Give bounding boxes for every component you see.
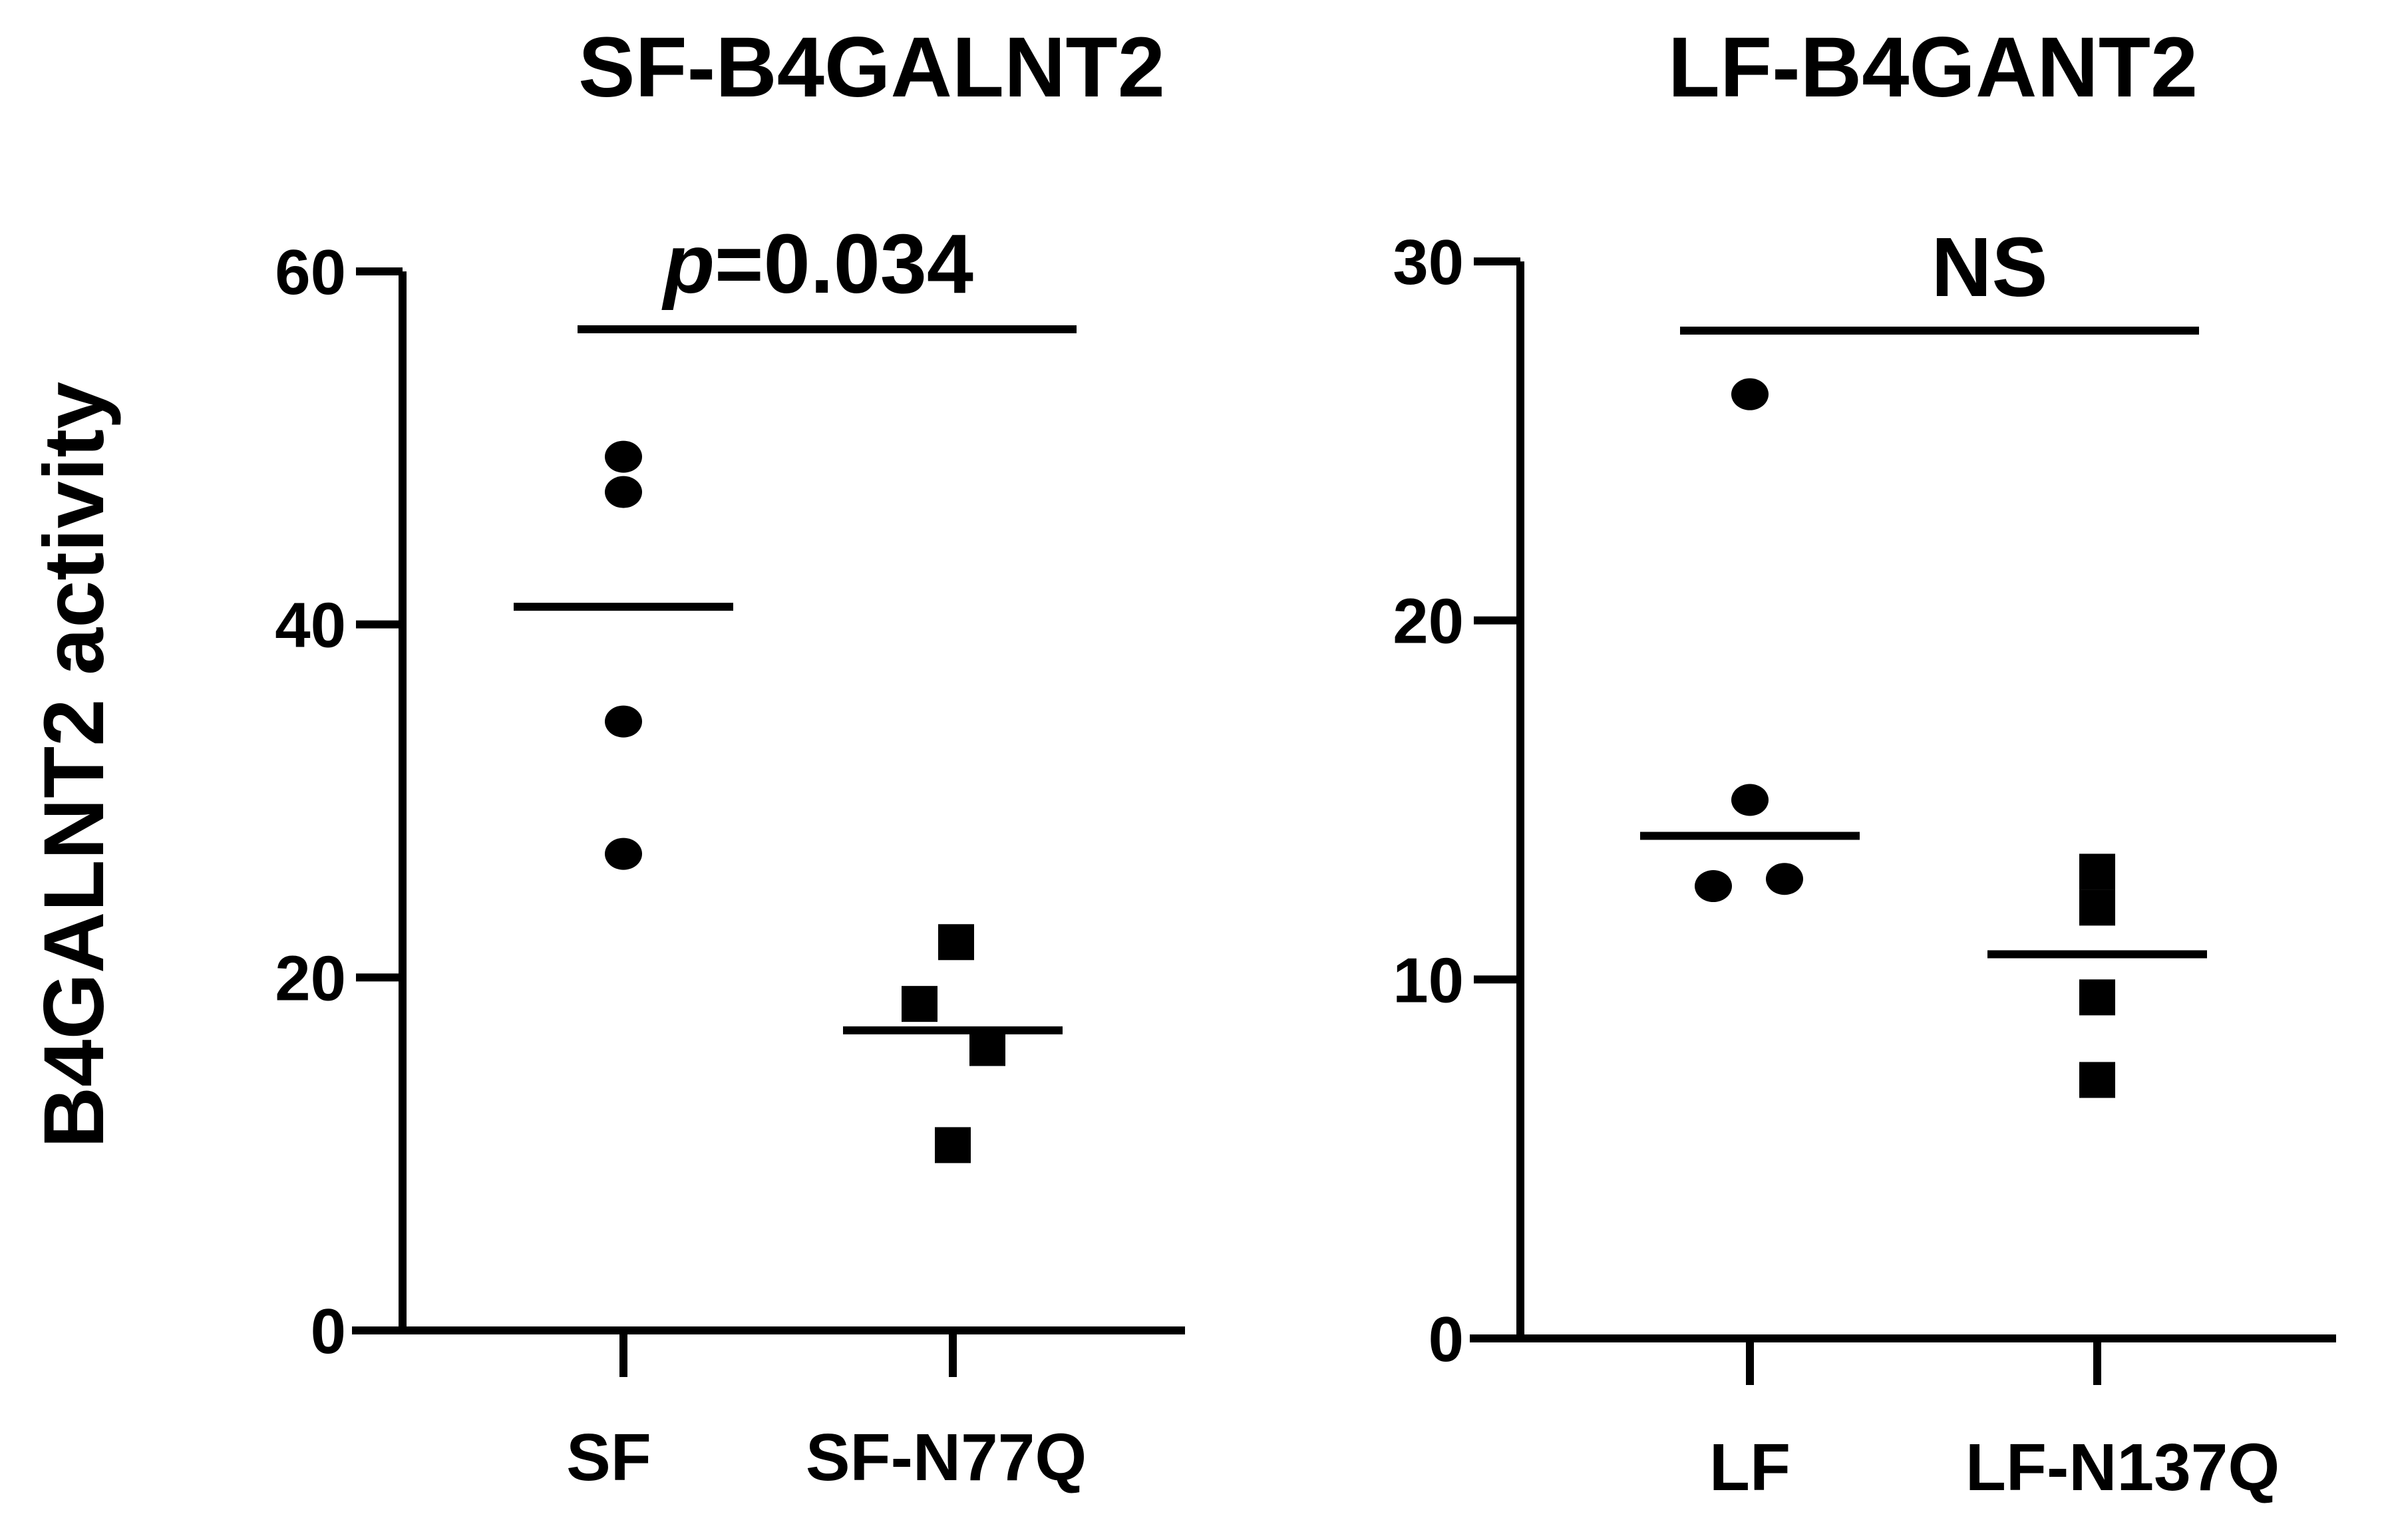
- y-tick-label: 20: [275, 943, 346, 1014]
- y-tick-label: 0: [311, 1296, 346, 1367]
- y-tick-label: 30: [1393, 227, 1464, 298]
- data-point-square: [969, 1030, 1005, 1066]
- x-category-label: LF-N137Q: [1965, 1430, 2280, 1505]
- y-axis-label: B4GALNT2 activity: [27, 382, 122, 1148]
- data-point-square: [2079, 853, 2115, 890]
- x-category-label: SF: [566, 1420, 651, 1495]
- data-point-circle: [1766, 863, 1803, 895]
- x-category-label: LF: [1709, 1430, 1790, 1505]
- data-point-square: [902, 986, 937, 1022]
- y-tick-label: 20: [1393, 586, 1464, 657]
- data-point-circle: [605, 476, 642, 508]
- panel-sf-significance-value: =0.034: [715, 217, 973, 311]
- panel-lf: LF-B4GANT2 NS 0 10 20 30 LF LF-N137Q: [1393, 20, 2336, 1505]
- data-point-square: [938, 924, 974, 961]
- data-point-square: [2079, 889, 2115, 926]
- y-tick-label: 60: [275, 237, 346, 308]
- data-point-square: [2079, 979, 2115, 1016]
- data-point-square: [2079, 1062, 2115, 1098]
- panel-lf-plot: 0 10 20 30 LF LF-N137Q: [1393, 227, 2336, 1505]
- panel-sf-significance: p=0.034: [661, 217, 973, 311]
- panel-sf: SF-B4GALNT2 p=0.034 0 20 40 60 SF SF-N77Q: [275, 20, 1185, 1495]
- panel-sf-plot: 0 20 40 60 SF SF-N77Q: [275, 237, 1185, 1495]
- data-point-circle: [605, 705, 642, 738]
- y-tick-label: 10: [1393, 945, 1464, 1016]
- data-point-circle: [1731, 378, 1769, 410]
- data-point-square: [935, 1127, 971, 1163]
- y-tick-label: 40: [275, 590, 346, 661]
- x-category-label: SF-N77Q: [806, 1420, 1087, 1495]
- panel-lf-title: LF-B4GANT2: [1668, 20, 2198, 115]
- data-point-circle: [1731, 784, 1769, 816]
- data-point-circle: [605, 440, 642, 473]
- data-point-circle: [605, 838, 642, 870]
- panel-sf-significance-prefix: p: [661, 217, 715, 311]
- panel-lf-significance: NS: [1931, 220, 2047, 314]
- data-point-circle: [1695, 870, 1732, 903]
- panel-sf-title: SF-B4GALNT2: [578, 20, 1165, 115]
- y-tick-label: 0: [1429, 1304, 1464, 1375]
